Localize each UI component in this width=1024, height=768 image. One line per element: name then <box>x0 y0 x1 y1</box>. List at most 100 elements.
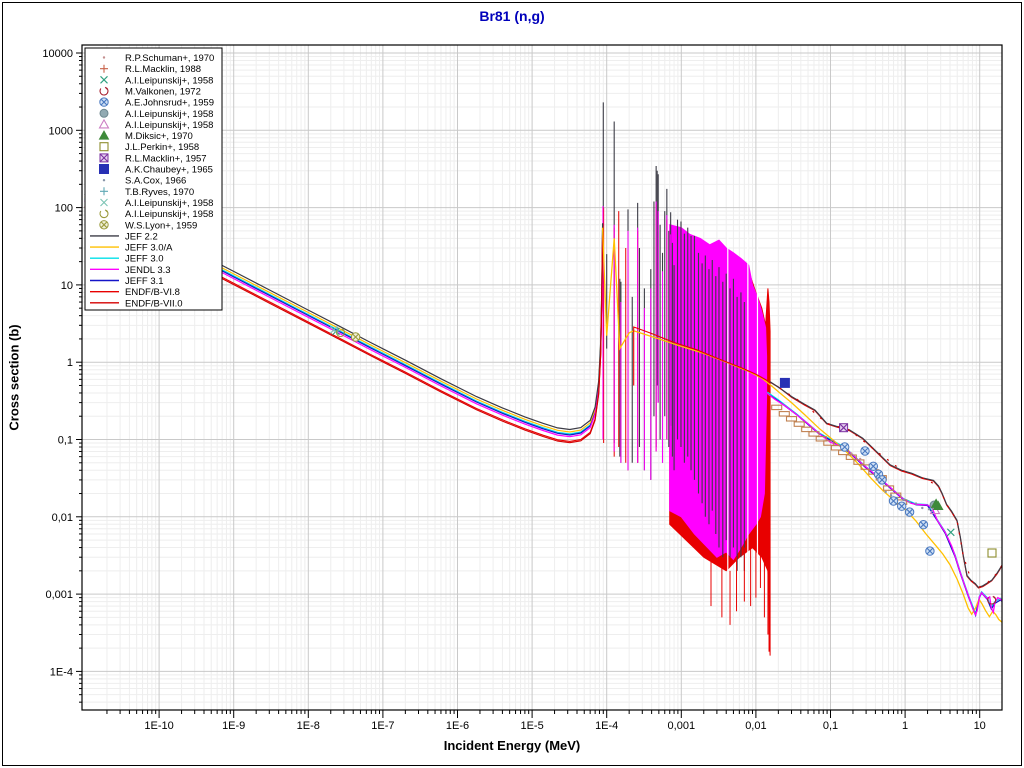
legend-entry[interactable]: A.I.Leipunskij+, 1958 <box>98 208 213 220</box>
legend-entry[interactable]: A.I.Leipunskij+, 1958 <box>100 198 214 209</box>
data-point-marker <box>99 153 109 163</box>
legend-entry-label: A.I.Leipunskij+, 1958 <box>125 109 213 120</box>
data-point-marker <box>850 452 853 455</box>
data-point-marker <box>100 187 108 196</box>
legend-entry[interactable]: R.L.Macklin+, 1957 <box>99 153 207 164</box>
curve-JEF22 <box>769 381 1002 589</box>
legend-entry[interactable]: A.I.Leipunskij+, 1958 <box>98 118 214 131</box>
legend-entry[interactable]: JEFF 3.0/A <box>90 243 173 254</box>
data-point-marker <box>904 507 915 517</box>
data-point-marker <box>946 528 955 537</box>
legend-entry[interactable]: A.E.Johnsrud+, 1959 <box>99 97 214 109</box>
data-point-marker <box>888 496 899 506</box>
data-point-marker <box>840 442 850 452</box>
legend-entry-label: JEF 2.2 <box>125 231 158 242</box>
legend-entry[interactable]: JEFF 3.1 <box>90 276 164 287</box>
data-point-marker <box>883 485 895 491</box>
legend-entry[interactable]: R.P.Schuman+, 1970 <box>102 53 215 64</box>
data-point-marker <box>921 506 924 510</box>
y-tick-label: 1000 <box>49 125 73 137</box>
data-point-marker <box>100 75 108 84</box>
data-point-marker <box>987 548 997 558</box>
y-tick-label: 100 <box>55 203 73 215</box>
legend-entry-label: A.K.Chaubey+, 1965 <box>125 165 213 176</box>
legend-entry-label: JEFF 3.0/A <box>125 243 173 254</box>
legend-entry-label: JEFF 3.0 <box>125 254 164 265</box>
data-point-marker <box>99 164 109 174</box>
data-point-marker <box>925 546 935 556</box>
data-point-marker <box>99 142 109 152</box>
x-tick-label: 1E-4 <box>595 720 618 732</box>
data-point-marker <box>771 404 783 411</box>
legend-entry-label: A.I.Leipunskij+, 1958 <box>125 198 213 209</box>
experiment-markers <box>329 326 997 605</box>
legend-entry[interactable]: M.Valkonen, 1972 <box>98 85 201 97</box>
curve-lowE-ENDFBVII0 <box>84 206 604 444</box>
y-tick-label: 10 <box>61 280 73 292</box>
legend-entry[interactable]: A.I.Leipunskij+, 1958 <box>99 109 213 120</box>
data-point-marker <box>98 130 110 140</box>
data-point-marker <box>853 459 865 465</box>
y-tick-label: 1E-4 <box>50 666 73 678</box>
data-point-marker <box>918 520 929 530</box>
legend-entry[interactable]: T.B.Ryves, 1970 <box>100 187 194 198</box>
data-point-marker <box>335 327 346 338</box>
x-tick-label: 0,01 <box>745 720 766 732</box>
data-point-marker <box>845 454 857 460</box>
data-point-marker <box>884 490 887 494</box>
data-point-marker <box>914 502 918 505</box>
legend-entry-label: A.E.Johnsrud+, 1959 <box>125 98 214 109</box>
data-point-marker <box>779 377 790 388</box>
legend-entry-label: R.P.Schuman+, 1970 <box>125 53 214 64</box>
legend-entry-label: A.I.Leipunskij+, 1958 <box>125 209 213 220</box>
legend-entry-label: A.I.Leipunskij+, 1958 <box>125 75 213 86</box>
legend-entry[interactable]: ENDF/B-VII.0 <box>90 298 183 309</box>
data-point-marker <box>987 595 997 605</box>
legend-entry[interactable]: ENDF/B-VI.8 <box>90 287 180 298</box>
legend-entry-label: ENDF/B-VII.0 <box>125 298 183 309</box>
data-point-marker <box>99 97 109 107</box>
legend-entry[interactable]: A.I.Leipunskij+, 1958 <box>100 75 214 86</box>
data-point-marker <box>877 475 887 485</box>
legend-entry-label: A.I.Leipunskij+, 1958 <box>125 120 213 131</box>
legend-entry[interactable]: A.K.Chaubey+, 1965 <box>99 164 213 176</box>
curves <box>84 102 1002 656</box>
legend-entry-label: S.A.Cox, 1966 <box>125 176 186 187</box>
legend-entry[interactable]: M.Diksic+, 1970 <box>98 130 193 142</box>
legend-entry[interactable]: S.A.Cox, 1966 <box>102 176 186 187</box>
data-point-marker <box>801 426 813 433</box>
y-tick-label: 0,1 <box>58 435 73 447</box>
data-point-marker <box>839 423 849 433</box>
legend-entry[interactable]: W.S.Lyon+, 1959 <box>99 220 197 231</box>
legend-entry[interactable]: JEF 2.2 <box>90 231 158 242</box>
data-point-marker <box>793 421 805 427</box>
legend-entry-label: R.L.Macklin+, 1957 <box>125 153 207 164</box>
data-point-marker <box>889 494 893 497</box>
data-point-marker <box>927 508 931 511</box>
chart-title: Br81 (n,g) <box>479 8 545 24</box>
data-point-marker <box>99 209 109 219</box>
y-tick-label: 1 <box>67 357 73 369</box>
legend-entry[interactable]: JEFF 3.0 <box>90 254 164 265</box>
y-tick-label: 0,01 <box>52 512 73 524</box>
x-tick-label: 10 <box>974 720 986 732</box>
curve-JENDL33 <box>766 392 1002 617</box>
y-axis-title: Cross section (b) <box>6 324 22 431</box>
curve-lowE-JENDL33 <box>84 200 604 438</box>
x-tick-label: 1E-5 <box>520 720 543 732</box>
curve-lowE-JEF22 <box>84 193 604 431</box>
legend-entry[interactable]: J.L.Perkin+, 1958 <box>99 142 199 153</box>
x-tick-label: 1E-6 <box>446 720 469 732</box>
legend-entry-label: R.L.Macklin, 1988 <box>125 64 201 75</box>
data-point-marker <box>897 501 907 511</box>
legend-entry[interactable]: JENDL 3.3 <box>90 265 171 276</box>
data-point-marker <box>859 457 862 461</box>
data-point-marker <box>902 498 905 502</box>
legend-entry-label: T.B.Ryves, 1970 <box>125 187 194 198</box>
legend-entry[interactable]: R.L.Macklin, 1988 <box>100 64 201 75</box>
data-point-marker <box>100 64 108 73</box>
data-point-marker <box>778 411 790 417</box>
data-point-marker <box>785 416 798 422</box>
